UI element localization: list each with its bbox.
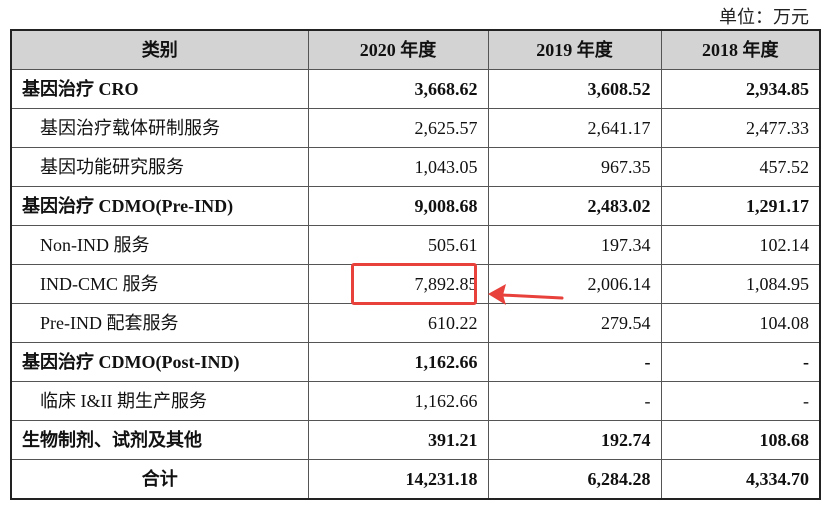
value-2018: 457.52: [660, 147, 821, 187]
value-2020: 14,231.18: [307, 459, 489, 500]
header-2018: 2018 年度: [660, 29, 821, 70]
table-row: 临床 I&II 期生产服务 1,162.66 - -: [10, 381, 821, 421]
row-label: 基因功能研究服务: [10, 147, 309, 187]
row-label: 基因治疗 CDMO(Post-IND): [10, 342, 309, 382]
total-row: 合计 14,231.18 6,284.28 4,334.70: [10, 459, 821, 500]
value-2018: 108.68: [660, 420, 821, 460]
value-2018: -: [660, 381, 821, 421]
value-2018: 2,934.85: [660, 69, 821, 109]
header-2020: 2020 年度: [307, 29, 489, 70]
value-2019: 197.34: [487, 225, 662, 265]
value-2019: 2,006.14: [487, 264, 662, 304]
value-2018: -: [660, 342, 821, 382]
value-2019: -: [487, 381, 662, 421]
table-row: 基因治疗 CDMO(Pre-IND) 9,008.68 2,483.02 1,2…: [10, 186, 821, 226]
row-label: IND-CMC 服务: [10, 264, 309, 304]
row-label: 临床 I&II 期生产服务: [10, 381, 309, 421]
value-2020: 505.61: [307, 225, 489, 265]
value-2019: -: [487, 342, 662, 382]
value-2019: 192.74: [487, 420, 662, 460]
value-2020: 3,668.62: [307, 69, 489, 109]
value-2020: 2,625.57: [307, 108, 489, 148]
table-row: 基因治疗载体研制服务 2,625.57 2,641.17 2,477.33: [10, 108, 821, 148]
unit-label: 单位：万元: [719, 7, 809, 27]
arrow-left-icon: [488, 284, 564, 305]
table-row: IND-CMC 服务 7,892.85 2,006.14 1,084.95: [10, 264, 821, 304]
table-header-row: 类别 2020 年度 2019 年度 2018 年度: [10, 29, 821, 70]
row-label: 生物制剂、试剂及其他: [10, 420, 309, 460]
value-2019: 2,641.17: [487, 108, 662, 148]
value-2020: 1,043.05: [307, 147, 489, 187]
table-row: 基因治疗 CRO 3,668.62 3,608.52 2,934.85: [10, 69, 821, 109]
value-2018: 1,291.17: [660, 186, 821, 226]
value-2018: 1,084.95: [660, 264, 821, 304]
row-label: Non-IND 服务: [10, 225, 309, 265]
value-2020-highlighted: 7,892.85: [307, 264, 489, 304]
value-2019: 3,608.52: [487, 69, 662, 109]
value-2020: 9,008.68: [307, 186, 489, 226]
value-2020: 1,162.66: [307, 381, 489, 421]
table-row: 生物制剂、试剂及其他 391.21 192.74 108.68: [10, 420, 821, 460]
value-2019: 2,483.02: [487, 186, 662, 226]
value-2020: 391.21: [307, 420, 489, 460]
table-row: 基因功能研究服务 1,043.05 967.35 457.52: [10, 147, 821, 187]
table-row: Non-IND 服务 505.61 197.34 102.14: [10, 225, 821, 265]
highlight-box: [351, 263, 477, 305]
value-2020: 610.22: [307, 303, 489, 343]
table-row: 基因治疗 CDMO(Post-IND) 1,162.66 - -: [10, 342, 821, 382]
value-2019: 6,284.28: [487, 459, 662, 500]
value-2019: 967.35: [487, 147, 662, 187]
header-category: 类别: [10, 29, 309, 70]
value-2019: 279.54: [487, 303, 662, 343]
value-2018: 4,334.70: [660, 459, 821, 500]
value-2018: 104.08: [660, 303, 821, 343]
row-label: 合计: [10, 459, 309, 500]
value-2018: 102.14: [660, 225, 821, 265]
row-label: Pre-IND 配套服务: [10, 303, 309, 343]
row-label: 基因治疗 CDMO(Pre-IND): [10, 186, 309, 226]
header-2019: 2019 年度: [487, 29, 662, 70]
row-label: 基因治疗载体研制服务: [10, 108, 309, 148]
value-2020: 1,162.66: [307, 342, 489, 382]
table-row: Pre-IND 配套服务 610.22 279.54 104.08: [10, 303, 821, 343]
value-2018: 2,477.33: [660, 108, 821, 148]
revenue-table: 类别 2020 年度 2019 年度 2018 年度 基因治疗 CRO 3,66…: [10, 29, 821, 500]
row-label: 基因治疗 CRO: [10, 69, 309, 109]
